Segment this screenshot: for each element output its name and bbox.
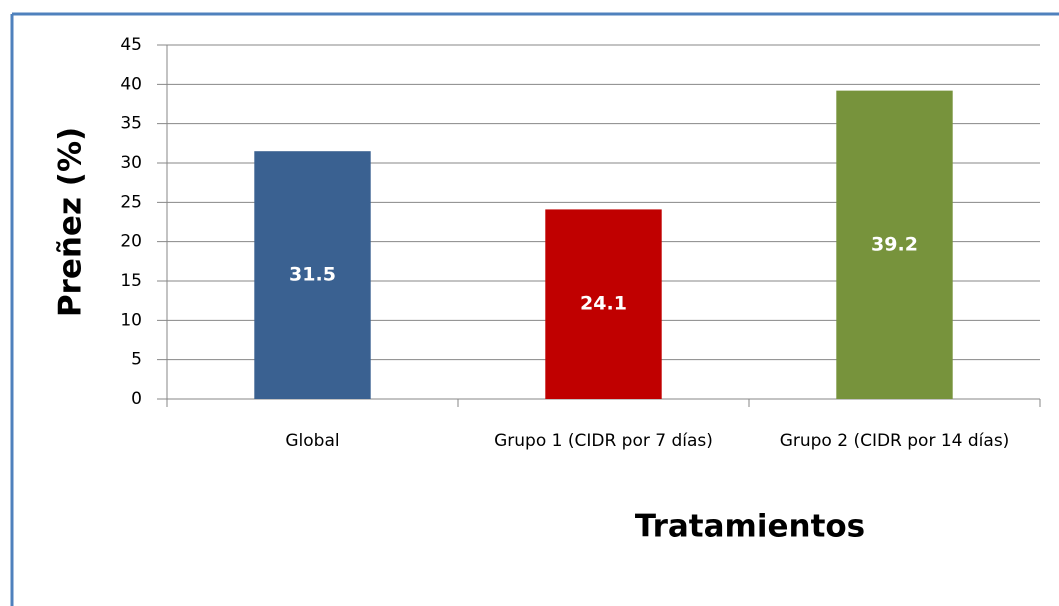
- y-tick-label: 30: [120, 153, 142, 173]
- y-axis-title: Preñez (%): [53, 127, 89, 317]
- bar: [545, 209, 662, 399]
- y-tick-label: 15: [120, 271, 142, 291]
- y-tick-label: 5: [131, 350, 142, 370]
- x-tick-label: Grupo 2 (CIDR por 14 días): [780, 431, 1010, 451]
- x-axis-title: Tratamientos: [635, 509, 865, 545]
- y-tick-label: 40: [120, 74, 142, 94]
- x-tick-label: Grupo 1 (CIDR por 7 días): [494, 431, 713, 451]
- y-tick-label: 35: [120, 114, 142, 134]
- value-label: 24.1: [580, 293, 627, 315]
- y-tick-label: 25: [120, 192, 142, 212]
- value-label: 39.2: [871, 233, 918, 255]
- bar: [836, 90, 953, 400]
- value-label: 31.5: [289, 264, 336, 286]
- y-tick-label: 45: [120, 35, 142, 55]
- y-tick-label: 0: [131, 389, 142, 409]
- y-tick-label: 20: [120, 232, 142, 252]
- bar: [254, 151, 371, 399]
- y-tick-label: 10: [120, 310, 142, 330]
- x-tick-label: Global: [285, 431, 339, 451]
